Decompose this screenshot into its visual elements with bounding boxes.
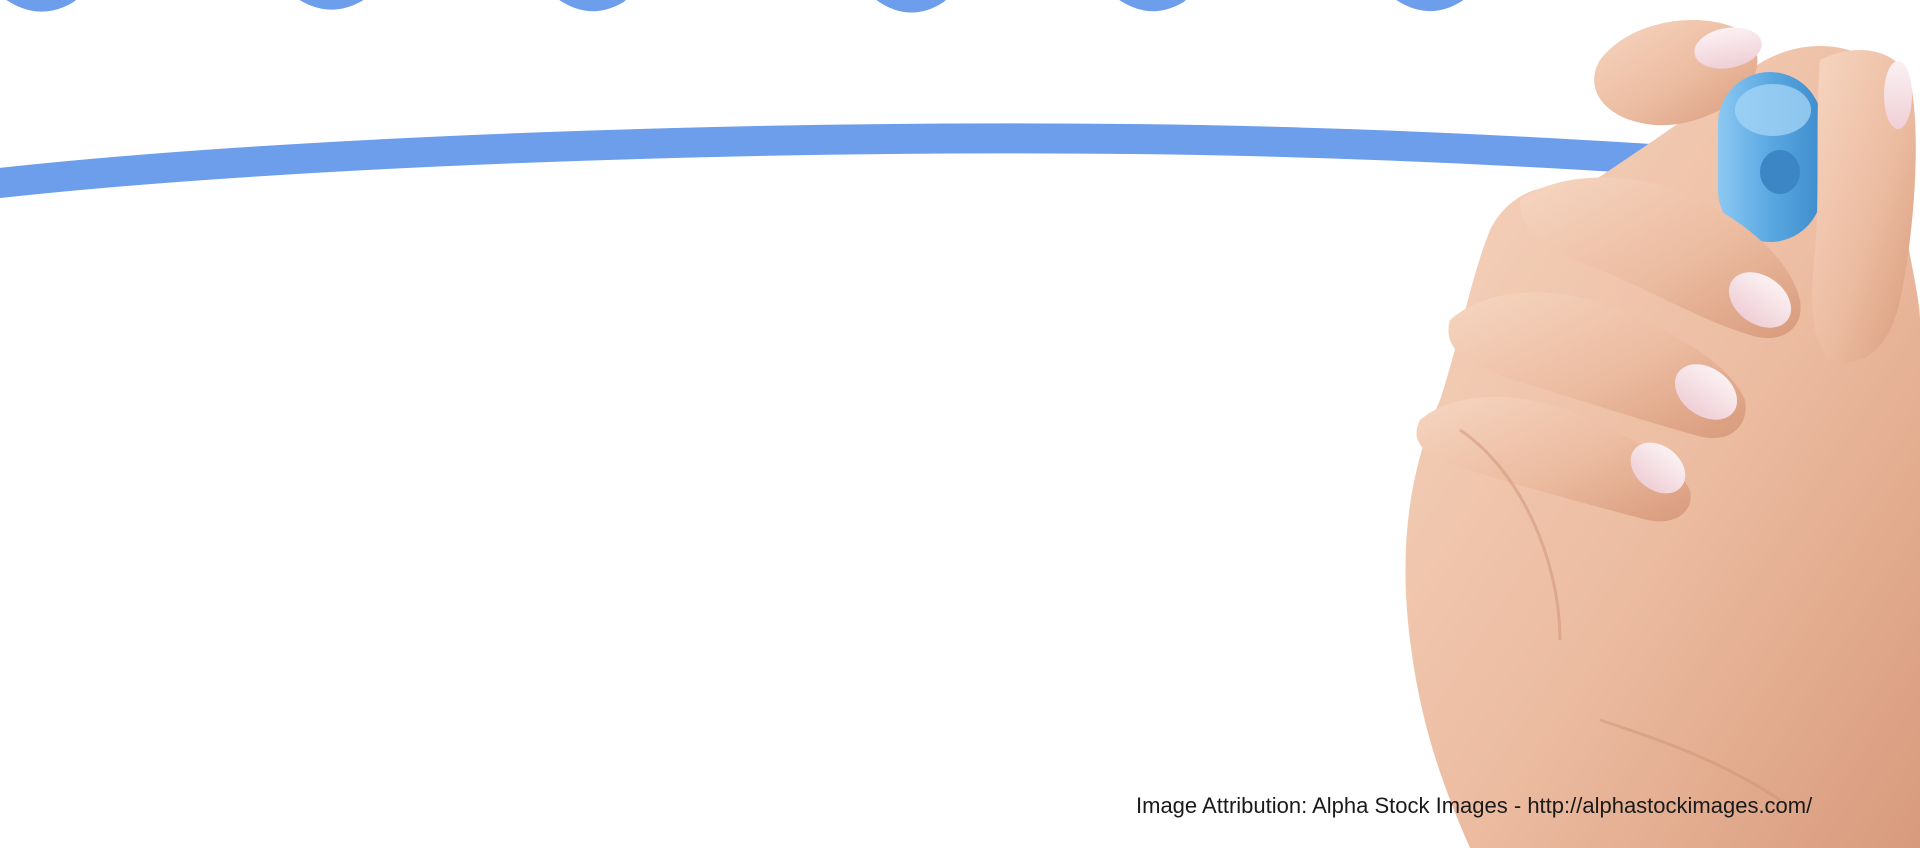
top-cropped-strokes [6, 0, 1464, 13]
marker-stroke-icon [0, 123, 1805, 198]
hand-holding-marker-icon [1405, 20, 1920, 848]
image-attribution-text: Image Attribution: Alpha Stock Images - … [1136, 793, 1813, 818]
